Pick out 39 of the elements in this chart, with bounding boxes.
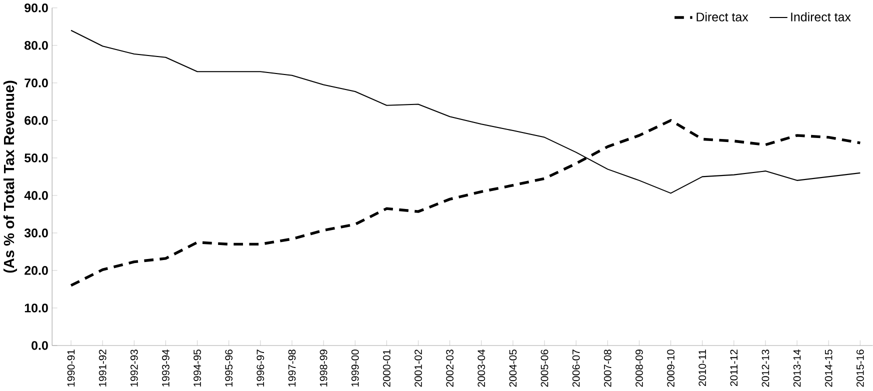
y-tick-label: 10.0 <box>24 304 48 313</box>
y-tick-label: 60.0 <box>24 116 48 125</box>
x-tick-label: 2011-12 <box>730 350 738 386</box>
x-tick-label: 2013-14 <box>793 350 801 387</box>
x-tick-label: 2006-07 <box>572 350 580 387</box>
legend-label: Indirect tax <box>791 12 851 22</box>
x-tick-label: 2010-11 <box>698 350 706 386</box>
x-tick-label: 1990-91 <box>67 350 75 387</box>
y-tick-label: 40.0 <box>24 191 48 200</box>
y-tick-label: 30.0 <box>24 228 48 238</box>
y-tick-label: 80.0 <box>24 41 48 50</box>
y-axis-title: (As % of Total Tax Revenue) <box>3 80 18 273</box>
x-tick-label: 2001-02 <box>414 350 422 387</box>
x-tick-label: 1998-99 <box>320 350 328 387</box>
x-tick-label: 1993-94 <box>162 350 170 387</box>
x-tick-label: 2015-16 <box>856 350 864 387</box>
x-tick-label: 1995-96 <box>225 350 233 387</box>
y-tick-label: 20.0 <box>24 266 48 275</box>
x-tick-label: 2003-04 <box>478 350 486 387</box>
x-tick-label: 2005-06 <box>540 350 548 387</box>
x-tick-label: 2000-01 <box>383 350 390 387</box>
y-tick-label: 50.0 <box>24 154 48 162</box>
x-tick-label: 1996-97 <box>256 350 264 387</box>
x-tick-label: 2007-08 <box>604 350 612 387</box>
legend-label: Direct tax <box>696 12 748 22</box>
x-tick-label: 2008-09 <box>636 350 643 387</box>
x-tick-label: 2009-10 <box>667 350 674 387</box>
x-tick-label: 1999-00 <box>351 350 359 387</box>
y-tick-label: 90.0 <box>24 4 48 12</box>
y-tick-label: 0.0 <box>32 341 48 350</box>
x-tick-label: 1992-93 <box>130 350 138 387</box>
x-tick-label: 2004-05 <box>509 350 517 387</box>
x-tick-label: 1994-95 <box>194 350 201 387</box>
x-tick-label: 2012-13 <box>762 350 770 387</box>
x-tick-label: 1997-98 <box>288 350 296 387</box>
x-tick-label: 1991-92 <box>98 350 106 387</box>
x-tick-label: 2002-03 <box>446 350 454 387</box>
x-tick-label: 2014-15 <box>824 350 832 387</box>
y-tick-label: 70.0 <box>24 78 48 88</box>
